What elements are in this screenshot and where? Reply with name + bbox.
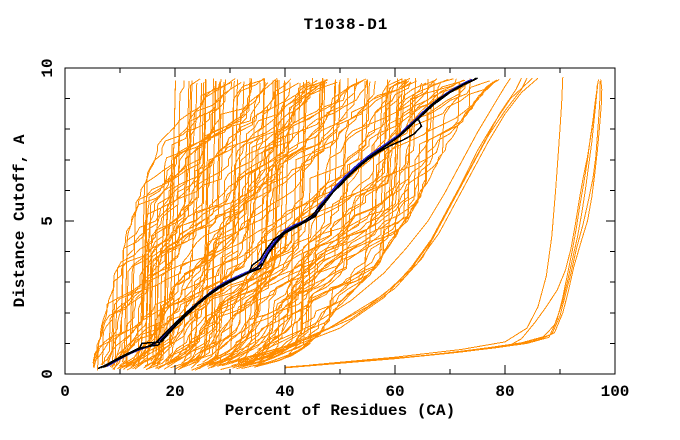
model-curve-outlier <box>306 80 601 366</box>
model-curve <box>155 82 328 369</box>
model-curve <box>178 79 341 370</box>
y-tick-label: 10 <box>39 58 57 77</box>
model-curve <box>122 81 216 362</box>
model-curve <box>132 79 318 370</box>
model-curve <box>210 80 410 369</box>
model-curve <box>122 80 217 362</box>
x-tick-label: 20 <box>165 383 184 401</box>
y-axis-label: Distance Cutoff, A <box>11 134 29 307</box>
model-curve <box>107 81 205 364</box>
model-curve <box>118 78 278 367</box>
model-curve <box>258 82 494 365</box>
model-curve <box>200 78 438 367</box>
plot-title: T1038-D1 <box>304 16 389 34</box>
model-curve <box>186 79 326 364</box>
model-curve <box>246 79 466 364</box>
model-curve <box>157 79 364 370</box>
model-curve-outlier <box>312 77 564 366</box>
model-curve-fringe <box>257 77 511 350</box>
x-tick-label: 40 <box>275 383 294 401</box>
model-curve <box>231 78 411 367</box>
model-curve <box>177 80 367 369</box>
model-curve <box>181 78 358 364</box>
model-curve <box>194 80 418 371</box>
model-curve <box>208 81 408 367</box>
model-curve <box>119 83 306 370</box>
tick-labels-layer: 0 20 40 60 80 100 0 5 10 <box>39 58 629 401</box>
model-curve-fringe <box>262 77 539 357</box>
highlighted-model-curve-black <box>97 77 477 370</box>
model-curve <box>128 82 231 364</box>
model-curve <box>113 80 185 362</box>
model-curve <box>207 78 398 363</box>
model-curve <box>271 79 497 364</box>
model-curve-outlier <box>284 79 599 368</box>
model-curve <box>93 81 225 367</box>
x-tick-label: 100 <box>601 383 630 401</box>
model-curve <box>223 82 427 366</box>
model-curve <box>125 82 232 364</box>
model-curve <box>126 77 265 364</box>
model-curve <box>156 82 301 369</box>
model-curve <box>190 81 336 369</box>
x-tick-label: 80 <box>495 383 514 401</box>
x-tick-label: 60 <box>385 383 404 401</box>
model-curve <box>151 78 265 364</box>
model-curve <box>185 81 371 366</box>
y-tick-label: 0 <box>39 369 57 379</box>
model-curve <box>239 79 448 367</box>
model-curve <box>236 81 495 370</box>
model-curve <box>177 78 323 371</box>
model-curve <box>103 81 216 365</box>
model-curve <box>175 79 388 370</box>
model-curve <box>123 79 238 370</box>
model-curve <box>108 80 176 367</box>
model-curve <box>167 78 367 366</box>
model-curve <box>202 81 338 367</box>
model-curve <box>257 82 461 365</box>
model-curve-outlier <box>290 83 598 368</box>
model-curve <box>104 78 214 368</box>
model-curve <box>247 82 458 365</box>
model-curve <box>112 82 221 370</box>
model-curve <box>209 81 442 364</box>
model-curve <box>92 78 201 364</box>
model-curve-fringe <box>218 77 522 366</box>
model-curve <box>196 78 406 367</box>
model-curve <box>207 81 411 363</box>
model-curve <box>232 83 422 369</box>
x-tick-label: 0 <box>60 383 70 401</box>
x-axis-label: Percent of Residues (CA) <box>225 402 455 420</box>
y-tick-label: 5 <box>39 216 57 226</box>
model-curve <box>152 82 299 366</box>
model-curves-layer <box>92 77 603 371</box>
axes-layer <box>64 67 616 375</box>
